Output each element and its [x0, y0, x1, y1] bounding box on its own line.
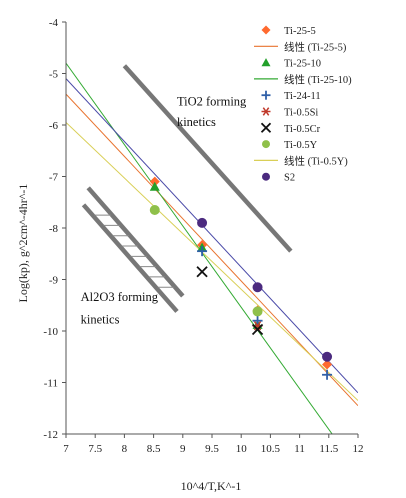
legend-marker-ti-0-5y — [262, 140, 270, 149]
point-ti-24-11-1 — [197, 246, 208, 257]
point-ti-0-5y-2 — [252, 306, 263, 317]
legend-marker-ti-25-10 — [261, 58, 271, 67]
point-ti-0-5cr-2-b — [251, 323, 264, 336]
kinetics-band-2 — [86, 186, 185, 298]
x-tick-label: 12 — [353, 443, 364, 455]
legend-label-ti-25-5: Ti-25-5 — [284, 26, 316, 37]
legend-label--ti-0-5y-: 线性 (Ti-0.5Y) — [284, 154, 348, 167]
y-tick-label: -8 — [49, 223, 59, 235]
annotation-3: Al2O3 forming — [81, 290, 159, 304]
x-tick-label: 7.5 — [88, 443, 102, 455]
annotations: TiO2 forming kinetics Al2O3 forming kinetic… — [81, 94, 247, 326]
trend-line-4 — [66, 78, 358, 394]
point-ti-25-10-1 — [149, 181, 160, 191]
y-tick-label: -5 — [49, 69, 59, 81]
point-ti-0-5cr-1 — [196, 266, 208, 278]
plot-area — [66, 22, 358, 434]
kinetics-band-3 — [81, 203, 179, 313]
point-ti-0-5cr-1-b — [196, 266, 208, 278]
axes: -4 -5 -6 -7 -8 -9 -10 -11 -12 7 7.5 8 8.5 9 9.5 10 10.5 1… — [43, 17, 363, 455]
legend-marker-ti-0-5si-3 — [262, 107, 270, 116]
y-tick-label: -9 — [49, 275, 59, 287]
y-axis-title: Log(kp), g^2cm^-4hr^-1 — [16, 184, 30, 303]
point-s2-2 — [252, 282, 263, 293]
legend-label-s2: S2 — [284, 173, 295, 184]
point-s2-3 — [322, 351, 333, 362]
point-s2-1 — [197, 217, 208, 228]
plot-background — [66, 22, 358, 434]
y-tick-label: -7 — [49, 172, 59, 184]
trend-lines — [66, 62, 358, 434]
legend-label-ti-24-11: Ti-24-11 — [284, 91, 321, 102]
y-tick-label: -6 — [49, 120, 59, 132]
point-ti-25-5-1 — [149, 176, 160, 187]
x-tick-label: 8 — [122, 443, 128, 455]
y-tick-label: -4 — [49, 17, 59, 29]
y-tick-label: -10 — [43, 326, 58, 338]
kinetics-band-1 — [122, 64, 293, 253]
y-tick-label: -11 — [44, 378, 58, 390]
legend-marker-ti-0-5cr — [260, 122, 272, 133]
x-tick-label: 7 — [63, 443, 69, 455]
x-tick-label: 9.5 — [205, 443, 219, 455]
annotation-2: kinetics — [177, 115, 216, 129]
point-ti-24-11-3 — [322, 369, 333, 380]
legend-marker-ti-24-11 — [261, 90, 271, 100]
kinetics-bands — [81, 64, 293, 313]
point-ti-25-5-4 — [322, 359, 333, 370]
legend-marker-s2 — [262, 172, 270, 181]
data-points — [149, 176, 333, 380]
legend-label--ti-25-5-: 线性 (Ti-25-5) — [284, 40, 347, 53]
y-tick-label: -12 — [43, 429, 58, 441]
legend-label--ti-25-10-: 线性 (Ti-25-10) — [284, 73, 352, 86]
x-tick-label: 8.5 — [147, 443, 161, 455]
legend-label-ti-0-5si: Ti-0.5Si — [284, 108, 318, 119]
legend-marker-ti-25-5 — [261, 25, 271, 35]
legend-label-ti-25-10: Ti-25-10 — [284, 59, 321, 70]
legend: Ti-25-5 线性 (Ti-25-5) Ti-25-10 线性 (Ti-25-10)… — [254, 25, 352, 184]
legend-marker-ti-0-5si — [261, 107, 271, 116]
x-axis-title: 10^4/T,K^-1 — [181, 479, 242, 493]
x-tick-label: 9 — [180, 443, 186, 455]
x-tick-label: 10 — [236, 443, 248, 455]
trend-line-3 — [66, 122, 358, 401]
legend-label-ti-0-5cr: Ti-0.5Cr — [284, 124, 321, 135]
x-tick-label: 11 — [294, 443, 305, 455]
legend-marker-ti-0-5cr-b — [260, 122, 272, 133]
annotation-4: kinetics — [81, 312, 120, 326]
legend-label-ti-0-5y: Ti-0.5Y — [284, 140, 318, 151]
point-ti-0-5y-1 — [149, 204, 160, 215]
point-ti-0-5cr-2 — [251, 323, 264, 336]
point-ti-24-11-2 — [252, 315, 263, 326]
x-tick-label: 10.5 — [261, 443, 281, 455]
annotation-1: TiO2 forming — [177, 94, 247, 108]
x-tick-label: 11.5 — [319, 443, 338, 455]
